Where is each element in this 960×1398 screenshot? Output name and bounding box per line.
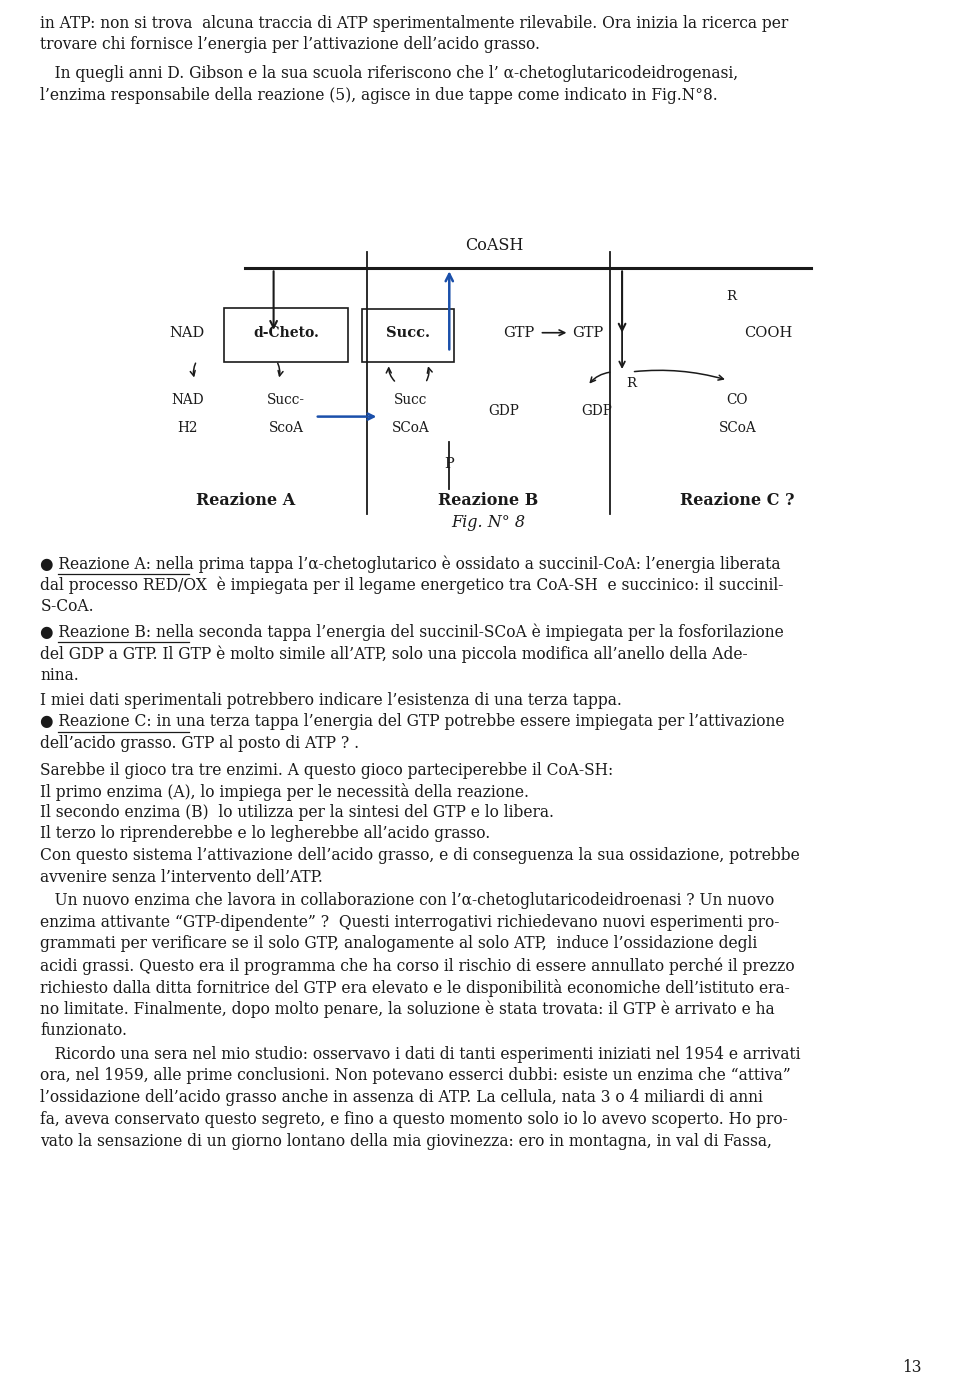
Text: vato la sensazione di un giorno lontano della mia giovinezza: ero in montagna, i: vato la sensazione di un giorno lontano … — [40, 1132, 772, 1149]
Text: Con questo sistema l’attivazione dell’acido grasso, e di conseguenza la sua ossi: Con questo sistema l’attivazione dell’ac… — [40, 847, 800, 864]
Text: Reazione A: Reazione A — [196, 492, 296, 509]
Text: ● Reazione B: nella seconda tappa l’energia del succinil-SCoA è impiegata per la: ● Reazione B: nella seconda tappa l’ener… — [40, 624, 784, 642]
Text: Un nuovo enzima che lavora in collaborazione con l’α-chetoglutaricodeidroenasi ?: Un nuovo enzima che lavora in collaboraz… — [40, 892, 775, 909]
Text: Il terzo lo riprenderebbe e lo legherebbe all’acido grasso.: Il terzo lo riprenderebbe e lo legherebb… — [40, 825, 491, 842]
Text: R: R — [627, 376, 636, 390]
Text: trovare chi fornisce l’energia per l’attivazione dell’acido grasso.: trovare chi fornisce l’energia per l’att… — [40, 36, 540, 53]
Text: no limitate. Finalmente, dopo molto penare, la soluzione è stata trovata: il GTP: no limitate. Finalmente, dopo molto pena… — [40, 1001, 775, 1018]
Text: GTP: GTP — [572, 326, 603, 340]
Text: R: R — [727, 289, 736, 303]
Text: P: P — [444, 457, 454, 471]
Text: grammati per verificare se il solo GTP, analogamente al solo ATP,  induce l’ossi: grammati per verificare se il solo GTP, … — [40, 935, 757, 952]
Text: Succ: Succ — [395, 393, 427, 407]
Text: Ricordo una sera nel mio studio: osservavo i dati di tanti esperimenti iniziati : Ricordo una sera nel mio studio: osserva… — [40, 1046, 801, 1062]
Text: ● Reazione A: nella prima tappa l’α-chetoglutarico è ossidato a succinil-CoA: l’: ● Reazione A: nella prima tappa l’α-chet… — [40, 555, 780, 573]
Text: Fig. N° 8: Fig. N° 8 — [451, 514, 525, 531]
Text: l’enzima responsabile della reazione (5), agisce in due tappe come indicato in F: l’enzima responsabile della reazione (5)… — [40, 87, 718, 103]
Text: COOH: COOH — [744, 326, 792, 340]
Text: I miei dati sperimentali potrebbero indicare l’esistenza di una terza tappa.: I miei dati sperimentali potrebbero indi… — [40, 692, 622, 709]
Text: avvenire senza l’intervento dell’ATP.: avvenire senza l’intervento dell’ATP. — [40, 870, 324, 886]
Text: SCoA: SCoA — [718, 421, 756, 435]
Text: CoASH: CoASH — [466, 238, 523, 254]
Text: GTP: GTP — [503, 326, 534, 340]
Text: Succ-: Succ- — [267, 393, 305, 407]
Text: Succ.: Succ. — [386, 326, 430, 340]
Text: dell’acido grasso. GTP al posto di ATP ? .: dell’acido grasso. GTP al posto di ATP ?… — [40, 735, 359, 752]
Text: fa, aveva conservato questo segreto, e fino a questo momento solo io lo avevo sc: fa, aveva conservato questo segreto, e f… — [40, 1111, 788, 1128]
Text: In quegli anni D. Gibson e la sua scuola riferiscono che l’ α-chetoglutaricodeid: In quegli anni D. Gibson e la sua scuola… — [40, 66, 738, 82]
Text: SCoA: SCoA — [392, 421, 430, 435]
Text: Reazione B: Reazione B — [438, 492, 539, 509]
Text: 13: 13 — [902, 1359, 922, 1376]
Text: d-Cheto.: d-Cheto. — [253, 326, 319, 340]
Text: GDP: GDP — [582, 404, 612, 418]
Text: acidi grassi. Questo era il programma che ha corso il rischio di essere annullat: acidi grassi. Questo era il programma ch… — [40, 958, 795, 974]
Text: Il primo enzima (A), lo impiega per le necessità della reazione.: Il primo enzima (A), lo impiega per le n… — [40, 783, 529, 801]
Text: l’ossidazione dell’acido grasso anche in assenza di ATP. La cellula, nata 3 o 4 : l’ossidazione dell’acido grasso anche in… — [40, 1089, 763, 1106]
Text: ora, nel 1959, alle prime conclusioni. Non potevano esserci dubbi: esiste un enz: ora, nel 1959, alle prime conclusioni. N… — [40, 1068, 791, 1085]
Text: richiesto dalla ditta fornitrice del GTP era elevato e le disponibilità economic: richiesto dalla ditta fornitrice del GTP… — [40, 979, 790, 997]
Text: S-CoA.: S-CoA. — [40, 598, 94, 615]
Text: NAD: NAD — [171, 393, 204, 407]
Text: ● Reazione C: in una terza tappa l’energia del GTP potrebbe essere impiegata per: ● Reazione C: in una terza tappa l’energ… — [40, 713, 785, 730]
Text: enzima attivante “GTP-dipendente” ?  Questi interrogativi richiedevano nuovi esp: enzima attivante “GTP-dipendente” ? Ques… — [40, 914, 780, 931]
Text: funzionato.: funzionato. — [40, 1022, 128, 1039]
Text: ScoA: ScoA — [269, 421, 303, 435]
Text: GDP: GDP — [489, 404, 519, 418]
Text: in ATP: non si trova  alcuna traccia di ATP sperimentalmente rilevabile. Ora ini: in ATP: non si trova alcuna traccia di A… — [40, 14, 788, 32]
Text: Il secondo enzima (B)  lo utilizza per la sintesi del GTP e lo libera.: Il secondo enzima (B) lo utilizza per la… — [40, 804, 554, 821]
Text: del GDP a GTP. Il GTP è molto simile all’ATP, solo una piccola modifica all’anel: del GDP a GTP. Il GTP è molto simile all… — [40, 646, 748, 663]
Text: H2: H2 — [177, 421, 198, 435]
Text: dal processo RED/OX  è impiegata per il legame energetico tra CoA-SH  e succinic: dal processo RED/OX è impiegata per il l… — [40, 577, 783, 594]
Text: nina.: nina. — [40, 667, 79, 684]
Text: Sarebbe il gioco tra tre enzimi. A questo gioco parteciperebbe il CoA-SH:: Sarebbe il gioco tra tre enzimi. A quest… — [40, 762, 613, 779]
Text: Reazione C ?: Reazione C ? — [680, 492, 794, 509]
Text: CO: CO — [727, 393, 748, 407]
Text: NAD: NAD — [170, 326, 204, 340]
